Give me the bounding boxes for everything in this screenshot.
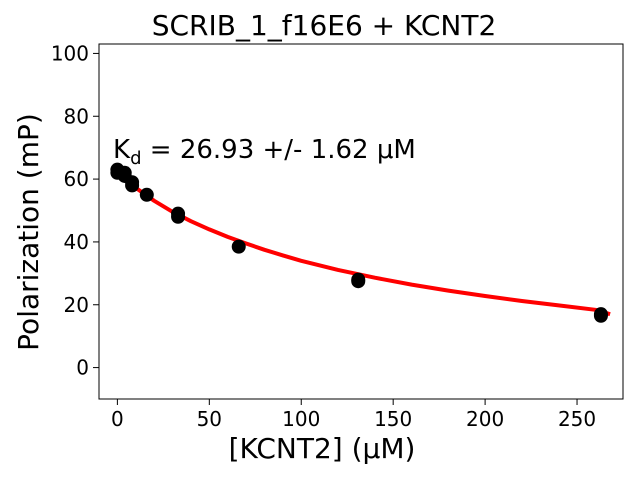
kd-prefix: K: [113, 135, 131, 165]
y-tick-label: 40: [64, 230, 89, 254]
x-axis-ticks: 0 50 100 150 200 250: [111, 399, 596, 431]
kd-subscript: d: [130, 148, 141, 169]
y-tick-label: 100: [51, 41, 89, 65]
data-point: [231, 239, 246, 254]
x-tick-label: 50: [197, 407, 222, 431]
x-tick-label: 0: [111, 407, 124, 431]
kd-value: = 26.93 +/- 1.62 μM: [142, 135, 416, 165]
data-point: [351, 274, 366, 289]
x-tick-label: 200: [466, 407, 504, 431]
y-axis-ticks: 0 20 40 60 80 100: [51, 41, 99, 380]
y-axis-label: Polarization (mP): [12, 113, 45, 351]
axes-frame: [98, 43, 624, 400]
data-point: [117, 165, 132, 180]
kd-annotation: Kd = 26.93 +/- 1.62 μM: [113, 135, 416, 169]
data-point: [593, 308, 608, 323]
y-tick-label: 80: [64, 104, 89, 128]
x-tick-label: 150: [374, 407, 412, 431]
x-tick-label: 250: [558, 407, 596, 431]
data-point: [171, 209, 186, 224]
chart-title: SCRIB_1_f16E6 + KCNT2: [152, 9, 497, 42]
fit-curve: [116, 170, 611, 317]
y-tick-label: 60: [64, 167, 89, 191]
data-point: [125, 175, 140, 190]
x-axis-label: [KCNT2] (μM): [229, 432, 416, 465]
data-point: [139, 187, 154, 202]
x-tick-label: 100: [282, 407, 320, 431]
plot-area: [98, 43, 624, 400]
y-tick-label: 20: [64, 293, 89, 317]
y-tick-label: 0: [76, 356, 89, 380]
